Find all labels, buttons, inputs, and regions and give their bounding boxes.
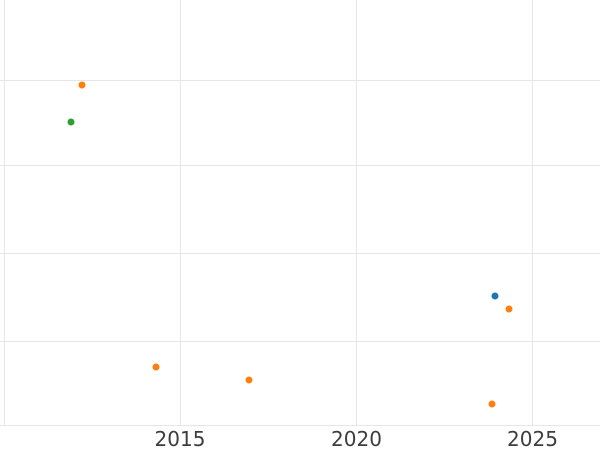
scatter-point-orange bbox=[245, 376, 252, 383]
horizontal-gridline bbox=[0, 253, 600, 254]
vertical-gridline bbox=[532, 0, 533, 425]
scatter-point-orange bbox=[505, 305, 512, 312]
horizontal-gridline bbox=[0, 79, 600, 81]
scatter-point-orange bbox=[488, 400, 496, 408]
x-tick-label: 2025 bbox=[507, 427, 558, 450]
scatter-point-green bbox=[67, 118, 74, 126]
x-tick-label: 2020 bbox=[331, 427, 382, 450]
x-tick-label: 2015 bbox=[154, 427, 206, 450]
vertical-gridline bbox=[356, 0, 357, 425]
vertical-gridline bbox=[179, 0, 181, 425]
scatter-point-orange bbox=[78, 81, 85, 89]
horizontal-gridline bbox=[0, 340, 600, 342]
vertical-gridline bbox=[3, 0, 5, 425]
horizontal-gridline bbox=[0, 424, 600, 426]
scatter-point-orange bbox=[152, 363, 160, 370]
horizontal-gridline bbox=[0, 165, 600, 166]
scatter-point-blue bbox=[491, 292, 499, 300]
